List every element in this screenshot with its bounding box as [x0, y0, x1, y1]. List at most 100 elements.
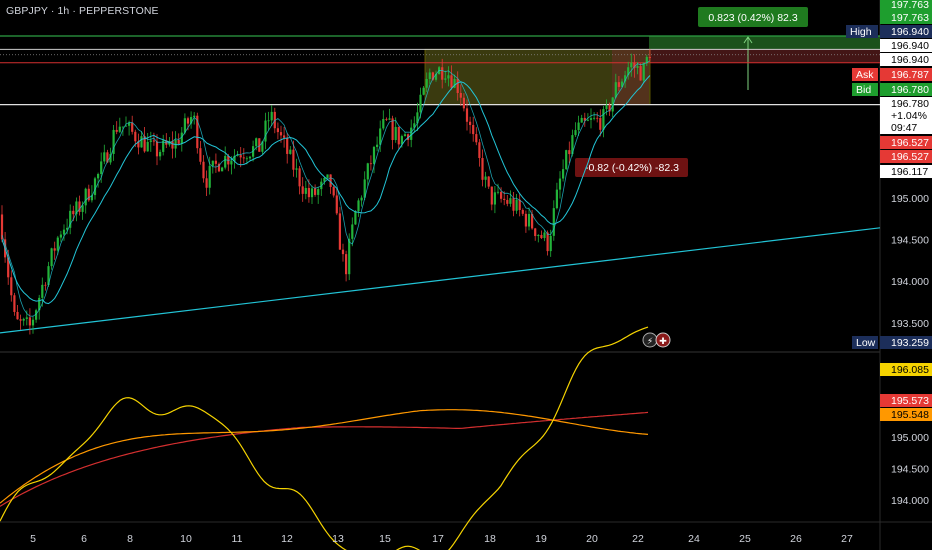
- time-tick-label: 22: [632, 533, 644, 545]
- candle-body: [379, 128, 382, 145]
- price-tag-label-box: [852, 83, 878, 96]
- candle-body: [636, 66, 639, 68]
- oscillator-yellow-line: [0, 326, 649, 550]
- candle-body: [171, 141, 174, 149]
- candle-body: [267, 120, 270, 122]
- candle-body: [22, 318, 25, 321]
- candle-body: [115, 129, 118, 132]
- candle-body: [109, 153, 112, 163]
- oscillator-tag-box: [880, 394, 932, 407]
- candle-body: [307, 187, 310, 198]
- candle-body: [292, 149, 295, 170]
- candle-body: [78, 201, 81, 212]
- price-tag-box: [880, 336, 932, 349]
- price-tag-value: 196.527: [891, 151, 929, 163]
- candle-body: [617, 82, 620, 87]
- oscillator-price-tag: 195.548: [880, 408, 932, 421]
- candle-body: [500, 191, 503, 199]
- oscillator-price-tag: 195.573: [880, 394, 932, 407]
- candle-body: [338, 213, 341, 250]
- candle-body: [279, 132, 283, 136]
- candle-body: [90, 195, 93, 201]
- flag-glyph: ✚: [659, 336, 667, 346]
- candle-body: [351, 224, 354, 239]
- candle-body: [221, 167, 224, 172]
- candle-body: [149, 140, 152, 142]
- time-tick-label: 19: [535, 533, 547, 545]
- candle-body: [620, 81, 624, 87]
- candle-body: [441, 67, 444, 80]
- price-tag: +1.04%: [880, 109, 932, 122]
- price-tag-box: [880, 25, 932, 38]
- price-tag-value: 196.780: [891, 84, 929, 96]
- oscillator-tag-value: 195.548: [891, 409, 929, 421]
- candle-body: [276, 128, 279, 133]
- price-tag: 196.780 Bid: [852, 83, 932, 96]
- price-tag: 197.763: [880, 0, 932, 11]
- candle-body: [422, 87, 425, 95]
- candle-body: [47, 266, 50, 286]
- candle-body: [478, 142, 481, 159]
- price-tag: 196.780: [880, 97, 932, 110]
- time-tick-label: 10: [180, 533, 192, 545]
- candle-body: [255, 138, 258, 147]
- price-tag-label: Bid: [856, 84, 871, 96]
- candle-body: [574, 130, 577, 136]
- candle-body: [453, 78, 456, 88]
- candle-body: [118, 126, 121, 132]
- rising-trendline: [0, 227, 881, 334]
- candle-body: [645, 57, 648, 64]
- time-tick-label: 26: [790, 533, 802, 545]
- oscillator-red-line: [0, 411, 649, 507]
- candle-body: [162, 140, 165, 152]
- price-tag-box: [880, 0, 932, 11]
- candle-body: [13, 295, 16, 312]
- candle-body: [496, 191, 500, 193]
- moving-average-line: [1, 75, 651, 305]
- candle-body: [456, 78, 459, 94]
- price-tag-box: [880, 165, 932, 178]
- candle-body: [633, 62, 636, 68]
- target-zone: [649, 36, 880, 50]
- candle-body: [630, 62, 633, 68]
- candle-body: [112, 129, 115, 154]
- candle-body: [416, 112, 419, 124]
- time-tick-label: 6: [81, 533, 87, 545]
- candle-body: [521, 209, 524, 214]
- candle-body: [583, 117, 586, 121]
- price-tag-value: 196.117: [891, 166, 928, 178]
- price-tag: 09:47: [880, 121, 932, 134]
- candle-body: [524, 213, 527, 227]
- candle-body: [360, 197, 363, 201]
- candle-body: [608, 105, 611, 112]
- time-tick-label: 25: [739, 533, 751, 545]
- price-tag-label-box: [852, 68, 878, 81]
- candle-body: [16, 311, 19, 320]
- candle-body: [602, 109, 605, 130]
- price-tag-value: 196.780: [891, 98, 929, 110]
- candle-body: [472, 124, 475, 135]
- candle-body: [196, 115, 199, 149]
- candle-body: [177, 139, 180, 144]
- candle-body: [577, 122, 580, 131]
- price-tag: 196.940: [880, 39, 932, 52]
- candle-body: [562, 169, 565, 179]
- price-tag-box: [880, 83, 932, 96]
- candle-body: [103, 152, 106, 162]
- oscillator-tick-label: 194.500: [891, 464, 929, 476]
- time-tick-label: 11: [232, 533, 243, 545]
- target-arrow-head: [743, 36, 753, 44]
- candle-body: [376, 144, 379, 147]
- candle-body: [264, 120, 267, 142]
- candle-body: [124, 125, 128, 127]
- candle-body: [62, 229, 66, 235]
- stop-label-box: [575, 158, 688, 177]
- candle-body: [490, 186, 493, 205]
- candle-body: [183, 118, 186, 133]
- candle-body: [450, 75, 453, 88]
- candle-body: [385, 118, 388, 120]
- candle-body: [50, 248, 53, 267]
- candle-body: [366, 163, 369, 180]
- price-tag-label: Ask: [856, 69, 874, 81]
